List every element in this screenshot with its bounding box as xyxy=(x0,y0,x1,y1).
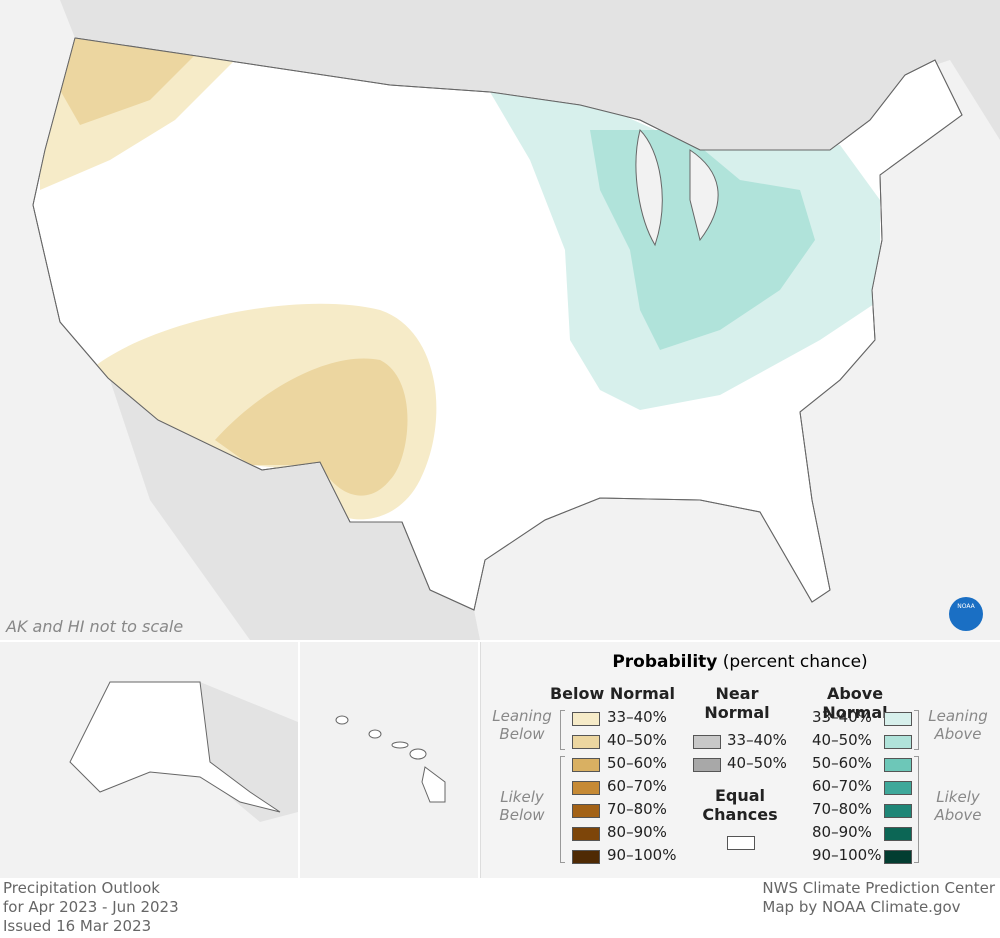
legend-swatch xyxy=(572,758,600,772)
near-heading: Near Normal xyxy=(704,684,770,722)
legend-label: 80–90% xyxy=(607,823,667,841)
legend-swatch xyxy=(693,735,721,749)
legend-label: 80–90% xyxy=(812,823,872,841)
alaska-inset xyxy=(0,642,298,878)
legend-swatch xyxy=(884,781,912,795)
alaska-map xyxy=(69,681,298,822)
noaa-logo-text: NOAA xyxy=(957,603,975,610)
bracket xyxy=(914,756,919,863)
legend-label: 40–50% xyxy=(727,754,787,772)
legend-subtitle: (percent chance) xyxy=(722,652,868,672)
above-leaning: Leaning Above xyxy=(928,707,988,743)
equal-swatch xyxy=(727,836,755,850)
above-likely: Likely Above xyxy=(934,788,982,824)
legend-swatch xyxy=(884,827,912,841)
map-note: AK and HI not to scale xyxy=(5,617,183,636)
legend-label: 33–40% xyxy=(607,708,667,726)
mexico xyxy=(110,380,480,640)
legend-label: 60–70% xyxy=(812,777,872,795)
footer-line: for Apr 2023 - Jun 2023 xyxy=(3,898,179,916)
legend-swatch xyxy=(572,735,600,749)
legend-label: 33–40% xyxy=(812,708,872,726)
legend-swatch xyxy=(572,712,600,726)
below-likely: Likely Below xyxy=(499,788,545,824)
legend-title: Probability xyxy=(612,652,718,672)
legend-label: 90–100% xyxy=(607,846,677,864)
hawaii-inset xyxy=(300,642,478,878)
legend-swatch xyxy=(572,781,600,795)
legend-swatch xyxy=(884,758,912,772)
legend-label: 33–40% xyxy=(727,731,787,749)
legend-swatch xyxy=(572,827,600,841)
canada xyxy=(60,0,1000,150)
noaa-logo xyxy=(949,597,983,631)
outlook-area xyxy=(60,38,195,125)
outlook-area xyxy=(215,358,408,496)
footer-line: Precipitation Outlook xyxy=(3,879,160,897)
footer-left: Precipitation Outlook for Apr 2023 - Jun… xyxy=(3,879,179,936)
legend-label: 40–50% xyxy=(607,731,667,749)
footer-line: NWS Climate Prediction Center xyxy=(762,879,995,897)
bracket xyxy=(914,710,919,750)
legend-swatch xyxy=(572,850,600,864)
legend-label: 70–80% xyxy=(812,800,872,818)
legend-swatch xyxy=(884,712,912,726)
legend-swatch xyxy=(693,758,721,772)
footer-line: Issued 16 Mar 2023 xyxy=(3,917,152,935)
legend-title-row: Probability (percent chance) xyxy=(480,652,1000,672)
legend-label: 40–50% xyxy=(812,731,872,749)
footer-right: NWS Climate Prediction Center Map by NOA… xyxy=(762,879,995,917)
conus-map: AK and HI not to scale NOAA xyxy=(0,0,1000,640)
legend-label: 70–80% xyxy=(607,800,667,818)
legend-swatch xyxy=(884,850,912,864)
above-heading: Above Normal xyxy=(822,684,888,722)
legend-label: 50–60% xyxy=(812,754,872,772)
below-heading: Below Normal xyxy=(549,684,676,703)
legend-swatch xyxy=(884,735,912,749)
great-lakes xyxy=(635,129,719,247)
legend-label: 50–60% xyxy=(607,754,667,772)
hawaii-map xyxy=(335,715,446,803)
legend-label: 90–100% xyxy=(812,846,882,864)
bracket xyxy=(560,756,565,863)
legend-label: 60–70% xyxy=(607,777,667,795)
equal-heading: Equal Chances xyxy=(702,786,778,824)
footer-line: Map by NOAA Climate.gov xyxy=(762,898,961,916)
below-leaning: Leaning Below xyxy=(492,707,552,743)
legend-swatch xyxy=(572,804,600,818)
bracket xyxy=(560,710,565,750)
legend-swatch xyxy=(884,804,912,818)
